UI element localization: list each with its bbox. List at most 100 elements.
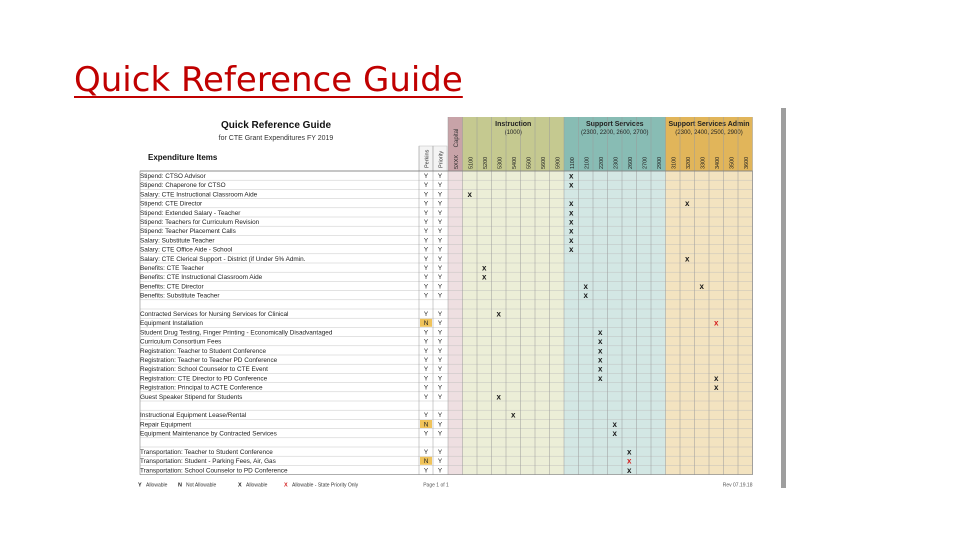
priority-flag: Y: [438, 412, 443, 419]
row-label: Transportation: Student - Parking Fees, …: [140, 458, 276, 465]
allowable-mark: x: [569, 199, 574, 208]
row-label: Repair Equipment: [140, 421, 191, 428]
perkins-flag: N: [424, 458, 429, 465]
not-allowable-highlight: [420, 318, 432, 327]
allowable-mark: x: [482, 264, 487, 273]
allowable-mark: x: [569, 236, 574, 245]
column-fill-3600: [738, 171, 753, 475]
row-label: Registration: CTE Director to PD Confere…: [140, 375, 268, 382]
column-fill-3400: [709, 171, 724, 475]
perkins-flag: Y: [424, 201, 429, 208]
perkins-flag: Y: [424, 412, 429, 419]
perkins-flag: Y: [424, 237, 429, 244]
column-code-2600: 2600: [628, 157, 634, 169]
priority-flag: Y: [438, 421, 443, 428]
allowable-mark: x: [584, 291, 589, 300]
perkins-flag: Y: [424, 283, 429, 290]
legend-symbol: N: [178, 483, 182, 488]
priority-flag: Y: [438, 201, 443, 208]
allowable-mark: x: [584, 282, 589, 291]
allowable-mark: x: [569, 245, 574, 254]
perkins-flag: Y: [424, 293, 429, 300]
priority-flag: Y: [438, 210, 443, 217]
priority-flag: Y: [438, 237, 443, 244]
allowable-mark: x: [598, 374, 603, 383]
allowable-mark: x: [700, 282, 705, 291]
row-label: Salary: CTE Office Aide - School: [140, 247, 232, 254]
revision-label: Rev 07.19.18: [723, 483, 753, 488]
allowable-mark: x: [569, 181, 574, 190]
column-code-5900: 5900: [555, 157, 561, 169]
perkins-flag: Y: [424, 357, 429, 364]
allowable-mark: x: [598, 346, 603, 355]
legend-text: Not Allowable: [186, 483, 217, 488]
allowable-mark: x: [569, 218, 574, 227]
quick-reference-table-image: Quick Reference Guide for CTE Grant Expen…: [136, 108, 786, 488]
priority-flag: Y: [438, 219, 443, 226]
row-label: Salary: Substitute Teacher: [140, 237, 215, 244]
column-fill-2900: [651, 171, 666, 475]
column-code-2300: 2300: [613, 157, 619, 169]
row-label: Stipend: Teacher Placement Calls: [140, 228, 236, 235]
priority-flag: Y: [438, 467, 443, 474]
column-code-3500: 3500: [729, 157, 735, 169]
allowable-mark: x: [468, 190, 473, 199]
column-code-3200: 3200: [686, 157, 692, 169]
row-label: Student Drug Testing, Finger Printing - …: [140, 329, 333, 336]
not-allowable-highlight: [420, 456, 432, 465]
row-label: Stipend: CTSO Advisor: [140, 173, 207, 180]
priority-flag: Y: [438, 357, 443, 364]
row-label: Registration: Principal to ACTE Conferen…: [140, 385, 263, 392]
column-code-2900: 2900: [657, 157, 663, 169]
group-header-codes-1: (1000): [505, 130, 522, 136]
legend-text: Allowable - State Priority Only: [292, 483, 359, 488]
allowable-mark: x: [714, 374, 719, 383]
row-label: Registration: Teacher to Teacher PD Conf…: [140, 357, 278, 364]
column-code-5300: 5300: [497, 157, 503, 169]
row-label: Salary: CTE Instructional Classroom Aide: [140, 191, 258, 198]
column-code-2100: 2100: [584, 157, 590, 169]
column-fill-5100: [462, 171, 477, 475]
perkins-flag: Y: [424, 274, 429, 281]
column-code-2200: 2200: [599, 157, 605, 169]
capital-header-label: Capital: [454, 129, 460, 148]
not-allowable-highlight: [420, 420, 432, 428]
column-fill-2600: [622, 171, 637, 475]
allowable-mark: x: [685, 199, 690, 208]
row-label: Contracted Services for Nursing Services…: [140, 311, 288, 318]
row-label: Benefits: CTE Instructional Classroom Ai…: [140, 274, 263, 281]
capital-header-cell: [448, 117, 463, 171]
table-border: [139, 170, 753, 475]
perkins-flag: Y: [424, 191, 429, 198]
allowable-mark: x: [497, 392, 502, 401]
allowable-mark: x: [569, 208, 574, 217]
perkins-flag: Y: [424, 394, 429, 401]
row-label: Curriculum Consortium Fees: [140, 339, 221, 346]
legend-text: Allowable: [246, 483, 268, 488]
perkins-flag: Y: [424, 449, 429, 456]
allowable-mark: x: [598, 356, 603, 365]
row-label: Salary: CTE Clerical Support - District …: [140, 256, 306, 263]
priority-flag: Y: [438, 366, 443, 373]
column-fill-5500: [520, 171, 535, 475]
priority-flag: Y: [438, 191, 443, 198]
allowable-mark: x: [613, 429, 618, 438]
row-label: Instructional Equipment Lease/Rental: [140, 412, 246, 419]
row-label: Benefits: Substitute Teacher: [140, 293, 220, 300]
allowable-mark: x: [598, 337, 603, 346]
flag-header-priority: Priority: [439, 151, 445, 168]
allowable-mark: x: [613, 420, 618, 429]
column-fill-5XXX: [448, 171, 463, 475]
column-code-5600: 5600: [541, 157, 547, 169]
column-fill-5900: [549, 171, 564, 475]
allowable-mark: x: [598, 365, 603, 374]
priority-only-mark: x: [714, 319, 719, 328]
column-fill-1100: [564, 171, 579, 475]
perkins-flag: Y: [424, 228, 429, 235]
slide-title: Quick Reference Guide: [74, 60, 463, 100]
legend-symbol: Y: [138, 483, 142, 488]
priority-flag: Y: [438, 247, 443, 254]
row-label: Registration: School Counselor to CTE Ev…: [140, 366, 268, 373]
column-code-1100: 1100: [570, 157, 576, 169]
column-code-3100: 3100: [671, 157, 677, 169]
